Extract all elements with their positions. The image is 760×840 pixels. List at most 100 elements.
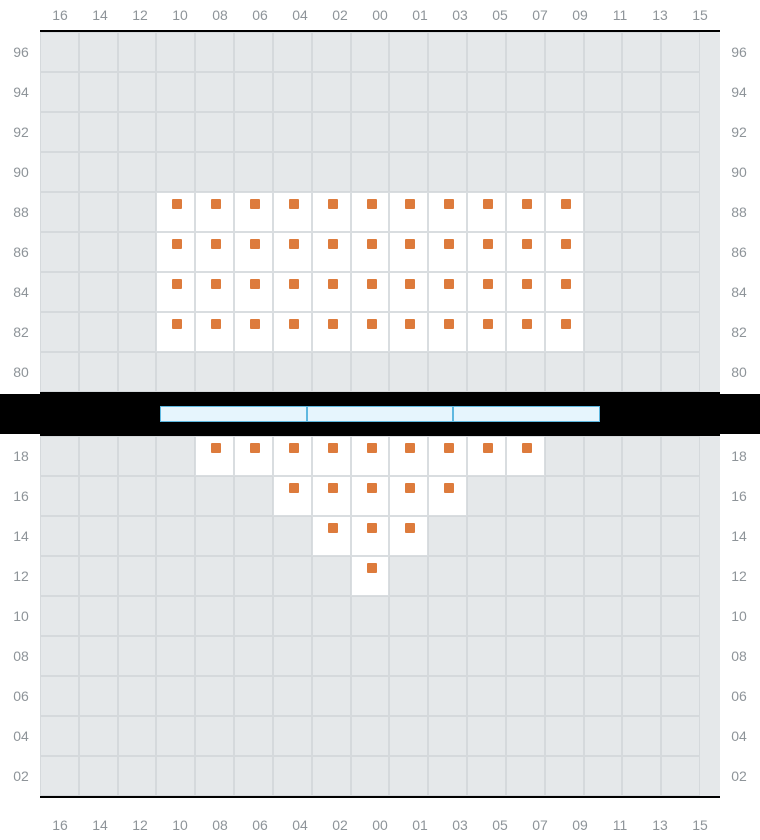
empty-cell xyxy=(40,676,79,716)
empty-cell xyxy=(351,716,390,756)
seat-cell[interactable] xyxy=(428,436,467,476)
seat-cell[interactable] xyxy=(195,436,234,476)
seat-cell[interactable] xyxy=(312,312,351,352)
seat-cell[interactable] xyxy=(467,192,506,232)
seat-cell[interactable] xyxy=(351,476,390,516)
seat-cell[interactable] xyxy=(467,272,506,312)
seat-marker-icon xyxy=(250,239,260,249)
seat-cell[interactable] xyxy=(351,556,390,596)
seat-cell[interactable] xyxy=(428,232,467,272)
seat-cell[interactable] xyxy=(506,272,545,312)
grid-row xyxy=(40,556,700,596)
empty-cell xyxy=(467,352,506,392)
seat-cell[interactable] xyxy=(428,476,467,516)
grid-row xyxy=(40,32,700,72)
seat-cell[interactable] xyxy=(428,192,467,232)
seat-cell[interactable] xyxy=(312,516,351,556)
seat-cell[interactable] xyxy=(273,192,312,232)
seat-cell[interactable] xyxy=(156,232,195,272)
empty-cell xyxy=(312,756,351,796)
seat-cell[interactable] xyxy=(156,192,195,232)
empty-cell xyxy=(389,32,428,72)
row-label: 94 xyxy=(6,72,36,112)
empty-cell xyxy=(545,556,584,596)
seat-cell[interactable] xyxy=(389,272,428,312)
column-label: 14 xyxy=(80,0,120,30)
empty-cell xyxy=(156,476,195,516)
row-label: 88 xyxy=(724,192,754,232)
seat-cell[interactable] xyxy=(234,232,273,272)
empty-cell xyxy=(156,352,195,392)
seat-cell[interactable] xyxy=(389,436,428,476)
seat-cell[interactable] xyxy=(506,312,545,352)
seat-cell[interactable] xyxy=(389,516,428,556)
seat-cell[interactable] xyxy=(312,272,351,312)
seat-cell[interactable] xyxy=(351,312,390,352)
seat-cell[interactable] xyxy=(234,436,273,476)
empty-cell xyxy=(312,676,351,716)
grid-row xyxy=(40,272,700,312)
seat-cell[interactable] xyxy=(156,312,195,352)
empty-cell xyxy=(661,272,700,312)
empty-cell xyxy=(79,556,118,596)
empty-cell xyxy=(79,716,118,756)
seat-cell[interactable] xyxy=(351,436,390,476)
seat-cell[interactable] xyxy=(234,312,273,352)
seat-cell[interactable] xyxy=(389,192,428,232)
seat-cell[interactable] xyxy=(389,476,428,516)
seat-cell[interactable] xyxy=(545,272,584,312)
seat-cell[interactable] xyxy=(351,192,390,232)
seat-cell[interactable] xyxy=(312,192,351,232)
seat-cell[interactable] xyxy=(506,436,545,476)
seat-cell[interactable] xyxy=(195,272,234,312)
seat-cell[interactable] xyxy=(312,232,351,272)
empty-cell xyxy=(273,72,312,112)
seat-cell[interactable] xyxy=(273,272,312,312)
column-label: 02 xyxy=(320,810,360,840)
empty-cell xyxy=(234,756,273,796)
seat-cell[interactable] xyxy=(234,272,273,312)
seat-cell[interactable] xyxy=(506,232,545,272)
seat-cell[interactable] xyxy=(195,232,234,272)
column-label: 13 xyxy=(640,810,680,840)
seat-cell[interactable] xyxy=(467,232,506,272)
empty-cell xyxy=(389,72,428,112)
seat-cell[interactable] xyxy=(467,436,506,476)
seat-cell[interactable] xyxy=(389,232,428,272)
seat-cell[interactable] xyxy=(273,476,312,516)
empty-cell xyxy=(351,756,390,796)
row-label: 80 xyxy=(724,352,754,392)
seat-cell[interactable] xyxy=(195,192,234,232)
seat-marker-icon xyxy=(483,239,493,249)
empty-cell xyxy=(661,556,700,596)
seat-cell[interactable] xyxy=(273,436,312,476)
seat-cell[interactable] xyxy=(195,312,234,352)
empty-cell xyxy=(79,32,118,72)
seat-cell[interactable] xyxy=(351,272,390,312)
empty-cell xyxy=(312,556,351,596)
seat-cell[interactable] xyxy=(467,312,506,352)
stage-segment xyxy=(160,406,307,422)
seat-cell[interactable] xyxy=(273,312,312,352)
seat-cell[interactable] xyxy=(428,272,467,312)
seat-cell[interactable] xyxy=(545,312,584,352)
seat-cell[interactable] xyxy=(428,312,467,352)
seat-cell[interactable] xyxy=(351,516,390,556)
empty-cell xyxy=(506,476,545,516)
seat-cell[interactable] xyxy=(389,312,428,352)
empty-cell xyxy=(545,596,584,636)
empty-cell xyxy=(467,516,506,556)
seat-cell[interactable] xyxy=(273,232,312,272)
seat-cell[interactable] xyxy=(351,232,390,272)
column-label: 14 xyxy=(80,810,120,840)
empty-cell xyxy=(622,192,661,232)
seat-cell[interactable] xyxy=(156,272,195,312)
row-label: 02 xyxy=(6,756,36,796)
seat-marker-icon xyxy=(444,483,454,493)
seat-cell[interactable] xyxy=(312,476,351,516)
seat-cell[interactable] xyxy=(545,192,584,232)
seat-cell[interactable] xyxy=(545,232,584,272)
seat-cell[interactable] xyxy=(234,192,273,232)
seat-cell[interactable] xyxy=(506,192,545,232)
seat-cell[interactable] xyxy=(312,436,351,476)
